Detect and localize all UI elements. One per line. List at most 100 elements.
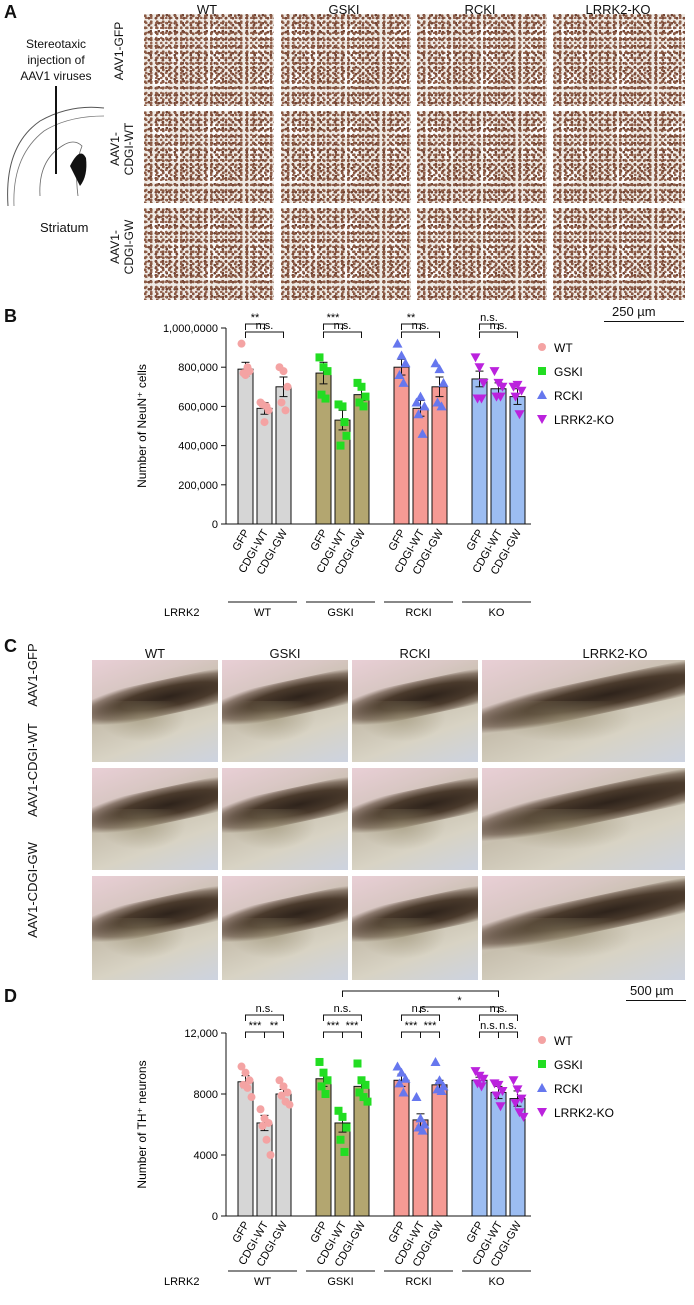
data-point-GSKI [363, 1097, 372, 1106]
significance-label: n.s. [256, 320, 274, 332]
data-point-RCKI [400, 358, 411, 368]
data-point-RCKI [430, 358, 441, 368]
data-point-WT [264, 1118, 273, 1127]
bar-KO-GFP [471, 378, 488, 525]
significance-bracket [245, 323, 265, 330]
th-image-ko-cdgi-wt [482, 768, 685, 870]
data-point-GSKI [340, 1147, 349, 1156]
legend-marker-LRRK2-KO [537, 1108, 547, 1117]
data-point-RCKI [417, 1125, 428, 1135]
significance-bracket [401, 1031, 421, 1038]
a-col-gski: GSKI [328, 2, 360, 17]
data-point-RCKI [419, 1119, 430, 1129]
data-point-KO [497, 1086, 508, 1096]
a-row-cdgi-gw-line1: AAV1- [108, 230, 122, 264]
data-point-WT [243, 1083, 252, 1092]
data-point-RCKI [417, 428, 428, 438]
significance-bracket [479, 323, 499, 330]
legend-label-WT: WT [554, 1034, 573, 1048]
group-label-prefix: LRRK2 [164, 1276, 199, 1288]
data-point-WT [237, 339, 246, 348]
y-axis-label: Number of NeuN⁺ cells [135, 364, 149, 488]
bar-WT-GFP [237, 1081, 254, 1217]
data-point-KO [510, 392, 521, 402]
panel-label-c: C [4, 636, 17, 656]
significance-label: n.s. [334, 320, 352, 332]
neun-image-rcki-cdgi-gw [417, 208, 547, 300]
bar-RCKI-CDGI-WT [412, 407, 429, 525]
group-label-prefix: LRRK2 [164, 607, 199, 619]
data-point-WT [277, 398, 286, 407]
significance-bracket [479, 1014, 518, 1021]
data-point-KO [516, 1094, 527, 1104]
th-image-ko-gfp [482, 660, 685, 762]
brain-section-drawing [7, 86, 105, 207]
data-point-WT [279, 1082, 288, 1091]
y-tick-label: 400,000 [178, 441, 218, 453]
th-image-wt-cdgi-gw [92, 876, 218, 980]
significance-bracket [264, 1031, 284, 1038]
legend-label-RCKI: RCKI [554, 389, 583, 403]
legend-label-LRRK2-KO: LRRK2-KO [554, 413, 614, 427]
data-point-WT [285, 1100, 294, 1109]
y-tick-label: 1,000,0000 [163, 323, 218, 335]
bar-KO-CDGI-WT [490, 1091, 507, 1217]
data-point-KO [476, 394, 487, 404]
bar-WT-GFP [237, 368, 254, 525]
legend-marker-GSKI [538, 367, 546, 375]
a-row-cdgi-gw-line2: CDGI-GW [122, 219, 136, 275]
significance-bracket [323, 1014, 362, 1021]
significance-bracket [420, 1006, 499, 1013]
legend-marker-WT [538, 343, 546, 351]
data-point-RCKI [392, 1061, 403, 1071]
data-point-GSKI [359, 402, 368, 411]
data-point-KO [497, 382, 508, 392]
data-point-GSKI [361, 1080, 370, 1089]
data-point-WT [283, 1088, 292, 1097]
data-point-KO [474, 363, 485, 373]
bar-KO-CDGI-GW [509, 396, 526, 525]
bar-KO-GFP [471, 1079, 488, 1217]
data-point-GSKI [340, 418, 349, 427]
significance-label: n.s. [256, 1003, 274, 1015]
th-image-gski-cdgi-gw [222, 876, 348, 980]
a-row-cdgi-gw: AAV1- CDGI-GW [108, 202, 136, 292]
data-point-GSKI [336, 1135, 345, 1144]
a-col-rcki: RCKI [464, 2, 496, 17]
bar-KO-CDGI-WT [490, 388, 507, 525]
data-point-GSKI [321, 1090, 330, 1098]
data-point-RCKI [436, 401, 447, 411]
significance-bracket [323, 331, 362, 338]
significance-bracket [498, 1031, 518, 1038]
th-image-rcki-cdgi-wt [352, 768, 478, 870]
a-col-wt: WT [196, 2, 218, 17]
th-image-wt-gfp [92, 660, 218, 762]
a-row-cdgi-wt-line2: CDGI-WT [122, 122, 136, 176]
significance-bracket [245, 1014, 284, 1021]
data-point-RCKI [419, 401, 430, 411]
bar-WT-CDGI-GW [275, 1093, 292, 1217]
neun-image-ko-cdgi-wt [553, 111, 685, 203]
data-point-WT [262, 402, 271, 411]
group-label: WT [254, 607, 271, 619]
y-tick-label: 4000 [194, 1150, 218, 1162]
data-point-GSKI [323, 367, 332, 376]
y-tick-label: 0 [212, 519, 218, 531]
data-point-GSKI [361, 392, 370, 401]
data-point-RCKI [436, 1085, 447, 1095]
data-point-KO [510, 1099, 521, 1109]
y-tick-label: 600,000 [178, 401, 218, 413]
data-point-WT [279, 367, 288, 376]
th-image-gski-gfp [222, 660, 348, 762]
scale-bar-a-label: 250 µm [612, 304, 656, 319]
significance-bracket [401, 1014, 440, 1021]
c-row-cdgi-gw: AAV1-CDGI-GW [25, 842, 40, 938]
data-point-RCKI [400, 1073, 411, 1083]
data-point-GSKI [319, 1068, 328, 1077]
data-point-GSKI [353, 1059, 362, 1068]
bar-RCKI-GFP [393, 366, 410, 525]
th-image-ko-cdgi-gw [482, 876, 685, 980]
schematic-line-2: injection of [27, 53, 85, 67]
group-label: WT [254, 1276, 271, 1288]
